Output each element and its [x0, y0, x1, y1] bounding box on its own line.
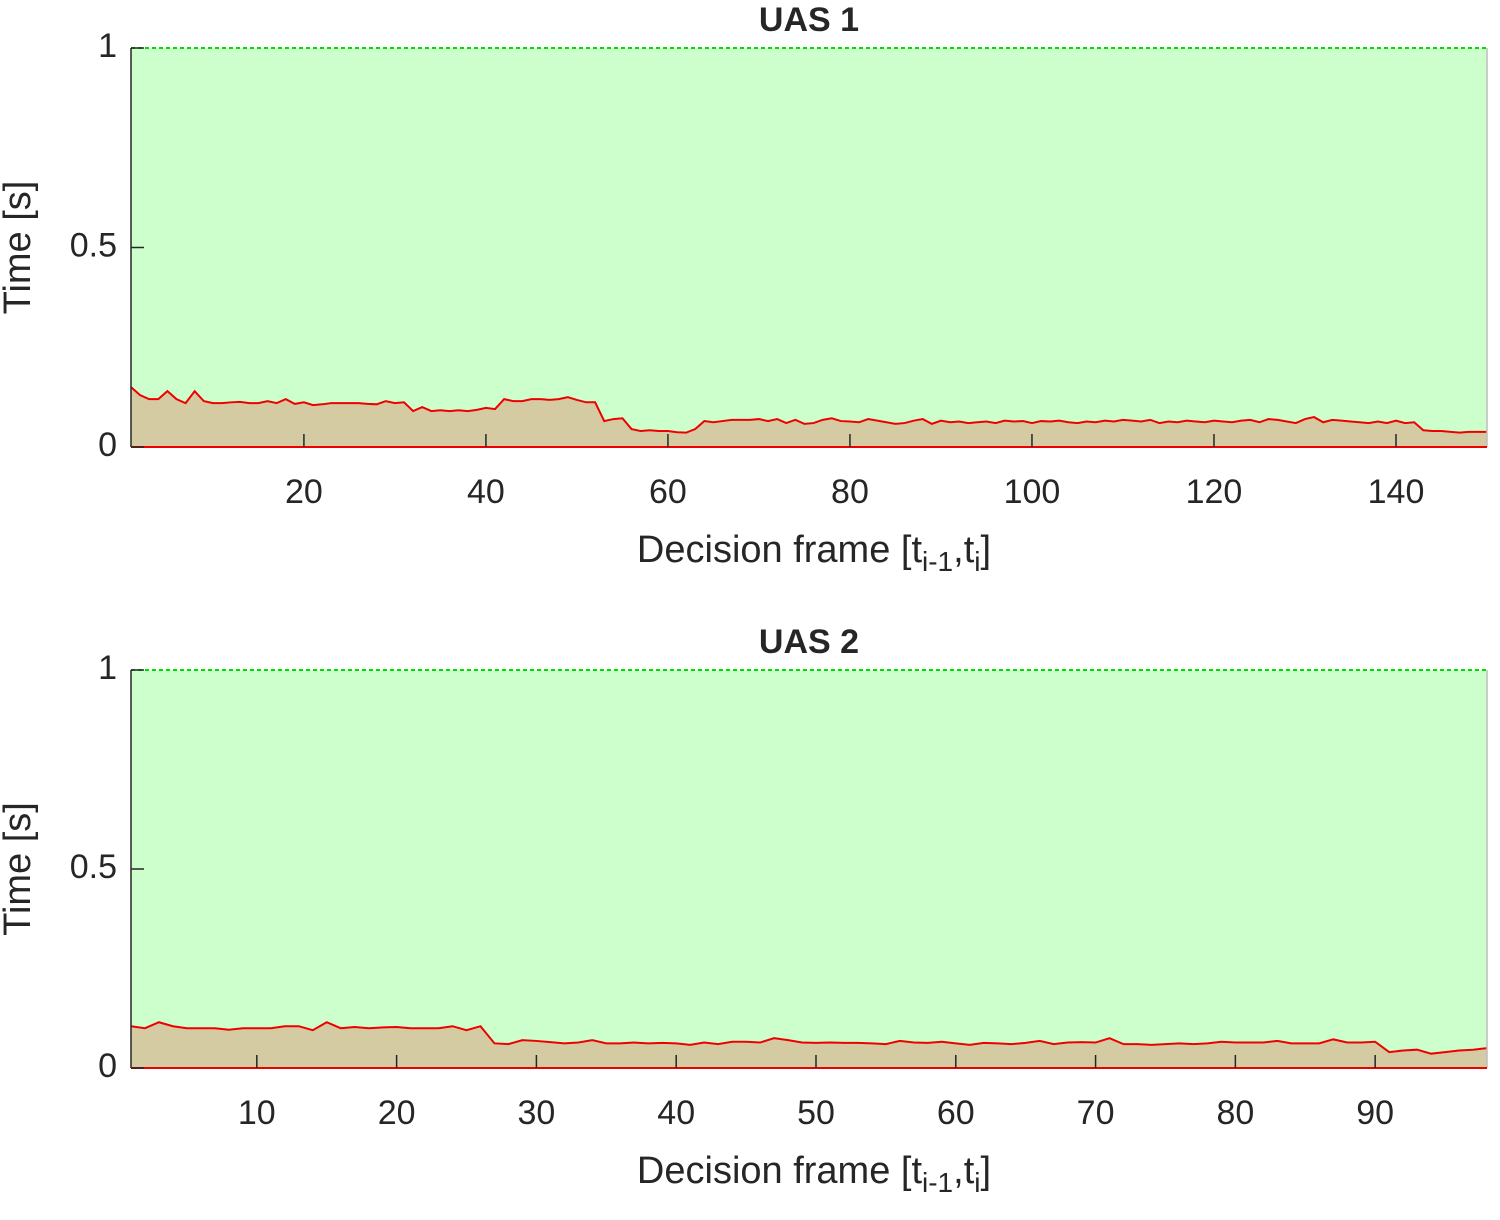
x-axis-label-part: ,t — [953, 529, 975, 571]
x-axis-label-subscript: i-1 — [922, 546, 953, 577]
x-axis-label: Decision frame [ti-1,ti] — [637, 1150, 991, 1198]
x-tick-label: 80 — [831, 473, 869, 511]
x-axis-label: Decision frame [ti-1,ti] — [637, 529, 991, 577]
x-axis-label-part: ] — [981, 1150, 992, 1192]
y-tick-label: 0.5 — [70, 848, 117, 886]
y-tick-label: 0 — [98, 1047, 117, 1085]
x-tick-label: 50 — [797, 1094, 835, 1132]
x-tick-label: 90 — [1356, 1094, 1394, 1132]
x-axis-label-part: Decision frame [t — [637, 529, 923, 571]
x-tick-label: 10 — [238, 1094, 276, 1132]
y-tick-label: 1 — [98, 649, 117, 687]
x-axis-label-part: ,t — [953, 1150, 975, 1192]
x-tick-label: 40 — [657, 1094, 695, 1132]
x-tick-label: 20 — [378, 1094, 416, 1132]
y-axis-label: Time [s] — [0, 181, 39, 315]
chart-title: UAS 1 — [759, 1, 859, 39]
y-tick-label: 0 — [98, 426, 117, 464]
x-tick-label: 70 — [1077, 1094, 1115, 1132]
area-fill — [131, 387, 1487, 447]
x-tick-label: 140 — [1368, 473, 1425, 511]
x-axis-label-part: Decision frame [t — [637, 1150, 923, 1192]
area-fill — [131, 48, 1487, 447]
area-fill — [131, 670, 1487, 1068]
x-axis-label-subscript: i — [974, 1167, 980, 1198]
x-tick-label: 40 — [467, 473, 505, 511]
area-fill — [131, 1022, 1487, 1068]
area-line — [130, 386, 1487, 434]
x-tick-label: 120 — [1186, 473, 1243, 511]
x-tick-label: 60 — [649, 473, 687, 511]
area-line — [130, 1021, 1488, 1055]
x-tick-label: 100 — [1004, 473, 1061, 511]
x-tick-label: 20 — [285, 473, 323, 511]
x-axis-label-subscript: i — [974, 546, 980, 577]
x-axis-label-subscript: i-1 — [922, 1167, 953, 1198]
x-axis-label-part: ] — [981, 529, 992, 571]
x-tick-label: 30 — [517, 1094, 555, 1132]
y-axis-label: Time [s] — [0, 802, 39, 936]
y-tick-label: 0.5 — [70, 226, 117, 264]
chart-title: UAS 2 — [759, 623, 859, 661]
x-tick-label: 60 — [937, 1094, 975, 1132]
x-tick-label: 80 — [1216, 1094, 1254, 1132]
y-tick-label: 1 — [98, 27, 117, 65]
